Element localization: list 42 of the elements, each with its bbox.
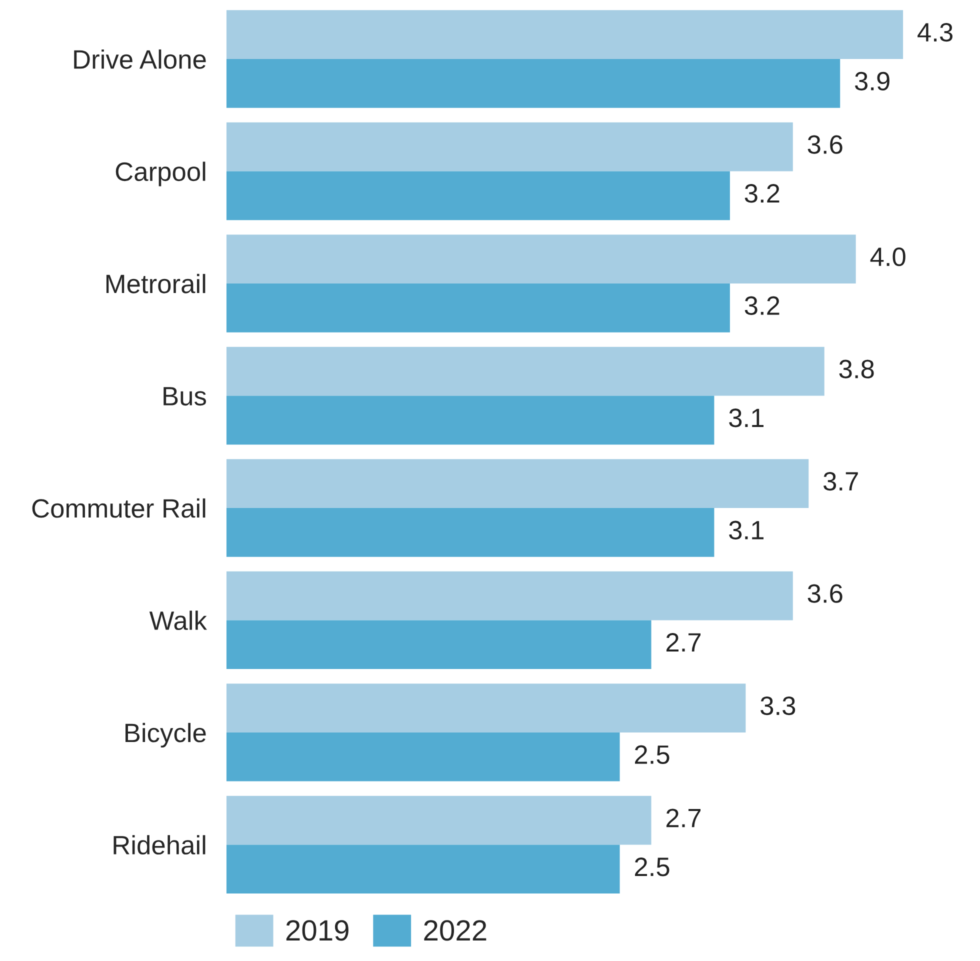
bar (226, 844, 620, 894)
y-tick-label: Carpool (116, 162, 206, 186)
legend-label: 2019 (286, 920, 348, 941)
data-label: 2.7 (666, 808, 701, 828)
bar (226, 732, 620, 782)
bar (226, 283, 730, 332)
data-label: 2.5 (635, 858, 670, 876)
bar (226, 571, 793, 620)
legend-label: 2022 (424, 920, 486, 941)
data-label: 2.7 (666, 633, 701, 652)
bar (226, 234, 856, 284)
bar (226, 459, 809, 508)
y-tick-label: Metrorail (106, 274, 206, 294)
y-tick-label: Bicycle (126, 722, 206, 748)
y-tick-label: Drive Alone (74, 49, 206, 69)
bar (226, 346, 824, 396)
data-label: 3.1 (729, 408, 764, 428)
bar (226, 684, 746, 732)
data-label: 3.9 (854, 72, 890, 91)
data-label: 3.2 (744, 296, 780, 315)
data-label: 2.5 (635, 745, 670, 764)
data-label: 3.1 (729, 520, 764, 540)
bar (226, 396, 714, 445)
y-tick-label: Commuter Rail (32, 498, 206, 518)
y-tick-label: Bus (164, 387, 206, 406)
data-label: 3.6 (808, 135, 842, 154)
data-label: 3.6 (808, 584, 842, 603)
bar (226, 796, 652, 845)
bar (226, 171, 730, 220)
y-tick-label: Walk (149, 610, 207, 630)
bar (226, 620, 652, 670)
bar (226, 122, 793, 172)
data-label: 3.8 (839, 360, 874, 378)
bar (226, 59, 840, 108)
data-label: 3.2 (744, 184, 780, 203)
bar (226, 10, 904, 60)
data-label: 4.0 (870, 247, 906, 266)
data-label: 4.3 (918, 22, 952, 42)
bar (226, 508, 714, 557)
data-label: 3.7 (824, 472, 858, 491)
y-tick-label: Ridehail (114, 835, 206, 855)
data-label: 3.3 (760, 696, 796, 716)
